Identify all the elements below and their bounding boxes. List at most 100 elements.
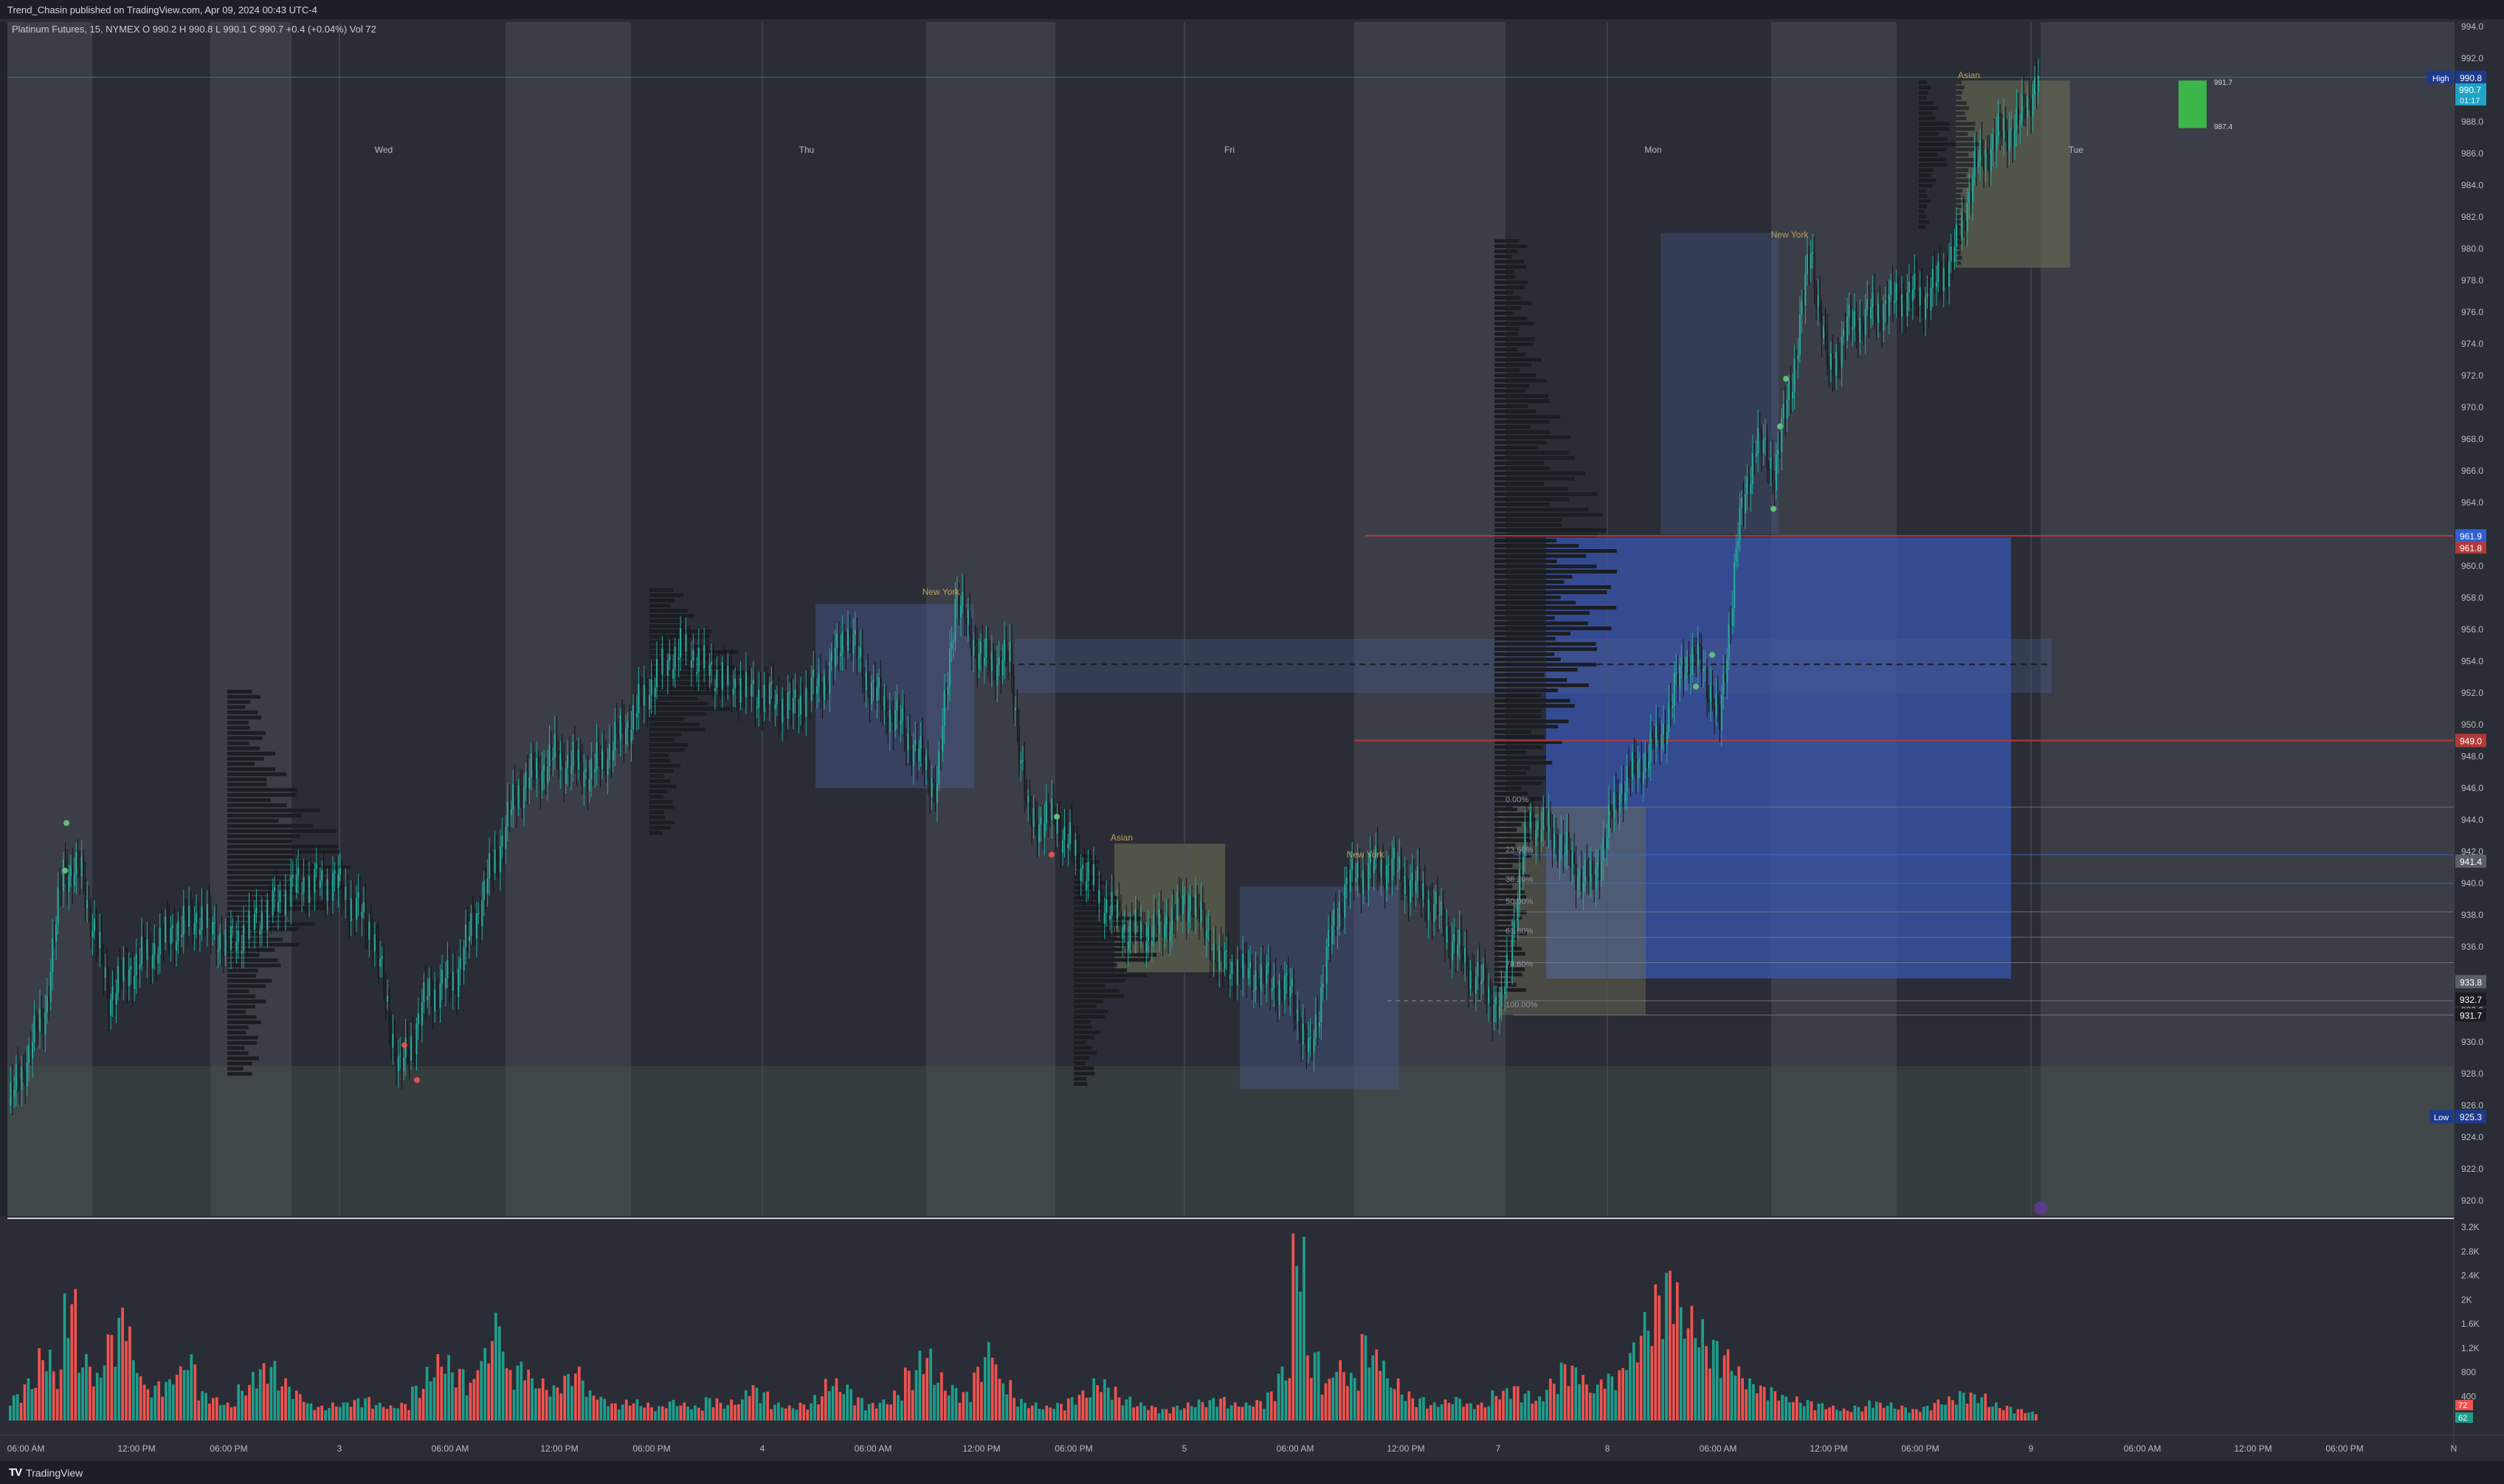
candle-body	[1395, 847, 1397, 872]
profile-bar	[1956, 210, 1960, 214]
candle-body	[1003, 640, 1006, 660]
candle-body	[650, 679, 652, 696]
candle-body	[830, 652, 832, 662]
candle-body	[1883, 304, 1885, 331]
candle-body	[756, 707, 758, 709]
candle-body	[355, 897, 358, 920]
volume-bar	[294, 1390, 298, 1421]
price-tick: 988.0	[2461, 117, 2483, 127]
candle-body	[573, 742, 576, 759]
profile-bar	[1494, 260, 1524, 264]
profile-bar	[1494, 549, 1617, 553]
profile-bar	[1494, 523, 1562, 528]
volume-bar	[1009, 1380, 1013, 1421]
candle-body	[1413, 872, 1415, 893]
volume-bar	[1052, 1409, 1055, 1421]
volume-bar	[360, 1407, 364, 1421]
candle-body	[275, 887, 277, 912]
candle-body	[331, 873, 334, 901]
zone-box	[815, 604, 974, 788]
candle-body	[140, 936, 143, 965]
publish-bar: Trend_Chasin published on TradingView.co…	[0, 0, 2504, 19]
price-axis[interactable]: 994.0992.0990.0988.0986.0984.0982.0980.0…	[7, 21, 2504, 1446]
candle-body	[932, 778, 935, 783]
candle-body	[1030, 814, 1033, 827]
replay-icon[interactable]	[2034, 1201, 2047, 1215]
volume-bar	[1089, 1397, 1092, 1421]
volume-bar	[1277, 1373, 1280, 1421]
profile-bar	[1494, 952, 1525, 956]
candle-body	[1859, 318, 1861, 342]
brand[interactable]: TV TradingView	[9, 1466, 83, 1479]
profile-bar	[1494, 658, 1561, 662]
candle-body	[1766, 437, 1768, 469]
volume-bar	[2012, 1413, 2016, 1421]
profile-bar	[227, 844, 339, 849]
candle-body	[72, 865, 74, 886]
volume-bar	[30, 1389, 34, 1421]
candle-body	[495, 849, 498, 858]
candlestick-series[interactable]	[10, 59, 2040, 1116]
candle-body	[505, 826, 507, 849]
price-tick: 966.0	[2461, 466, 2483, 476]
candle-body	[889, 710, 891, 733]
candle-body	[1894, 300, 1896, 303]
candle-body	[776, 694, 778, 705]
volume-bar	[1186, 1402, 1190, 1421]
volume-bar	[947, 1395, 951, 1421]
candle-body	[252, 911, 254, 930]
candle-body	[877, 677, 880, 688]
candle-body	[1540, 829, 1542, 842]
candle-body	[748, 673, 751, 697]
volume-bar	[1128, 1396, 1132, 1421]
profile-bar	[1494, 394, 1549, 398]
candle-body	[217, 948, 219, 953]
volume-bar	[1734, 1376, 1737, 1421]
candle-body	[1860, 318, 1863, 323]
volume-bar	[425, 1367, 429, 1421]
volume-bar	[1969, 1392, 1973, 1421]
candle-body	[99, 931, 101, 949]
volume-bar	[1356, 1390, 1360, 1421]
candle-body	[530, 753, 532, 778]
volume-bar	[1625, 1370, 1628, 1421]
volume-bar	[654, 1411, 657, 1421]
candle-body	[710, 662, 713, 665]
volume-bar	[1842, 1408, 1846, 1421]
candle-body	[1056, 820, 1058, 834]
volume-bar	[954, 1387, 958, 1421]
candle-body	[1220, 945, 1222, 951]
price-tick: 922.0	[2461, 1164, 2483, 1174]
volume-bar	[1411, 1398, 1415, 1421]
candle-body	[1480, 981, 1483, 984]
price-tick: 956.0	[2461, 624, 2483, 635]
candle-body	[1815, 287, 1818, 308]
day-label: Tue	[2069, 145, 2084, 155]
candle-body	[1641, 759, 1643, 784]
profile-bar	[227, 1071, 252, 1076]
profile-bar	[649, 697, 698, 701]
volume-bar	[1367, 1367, 1371, 1421]
profile-bar	[1494, 296, 1521, 300]
profile-bar	[227, 705, 246, 709]
profile-bar	[1074, 994, 1125, 998]
candle-body	[1125, 924, 1128, 950]
candle-body	[485, 880, 487, 894]
candle-body	[1669, 702, 1672, 708]
profile-bar	[649, 598, 675, 603]
volume-bar	[1020, 1398, 1023, 1421]
volume-bar	[987, 1342, 990, 1421]
candle-body	[2015, 108, 2018, 129]
candle-body	[455, 984, 458, 997]
candle-body	[110, 999, 112, 1016]
candle-body	[1244, 953, 1246, 955]
volume-series[interactable]	[9, 1233, 2038, 1421]
volume-bar	[1683, 1339, 1686, 1421]
candle-body	[1759, 428, 1761, 432]
candle-body	[925, 756, 928, 770]
volume-bar	[1252, 1407, 1255, 1421]
profile-bar	[1956, 80, 1962, 85]
time-axis[interactable]: 06:00 AM 12:00 PM 06:00 PM 3 06:00 AM 12:00 P…	[0, 1435, 2504, 1454]
